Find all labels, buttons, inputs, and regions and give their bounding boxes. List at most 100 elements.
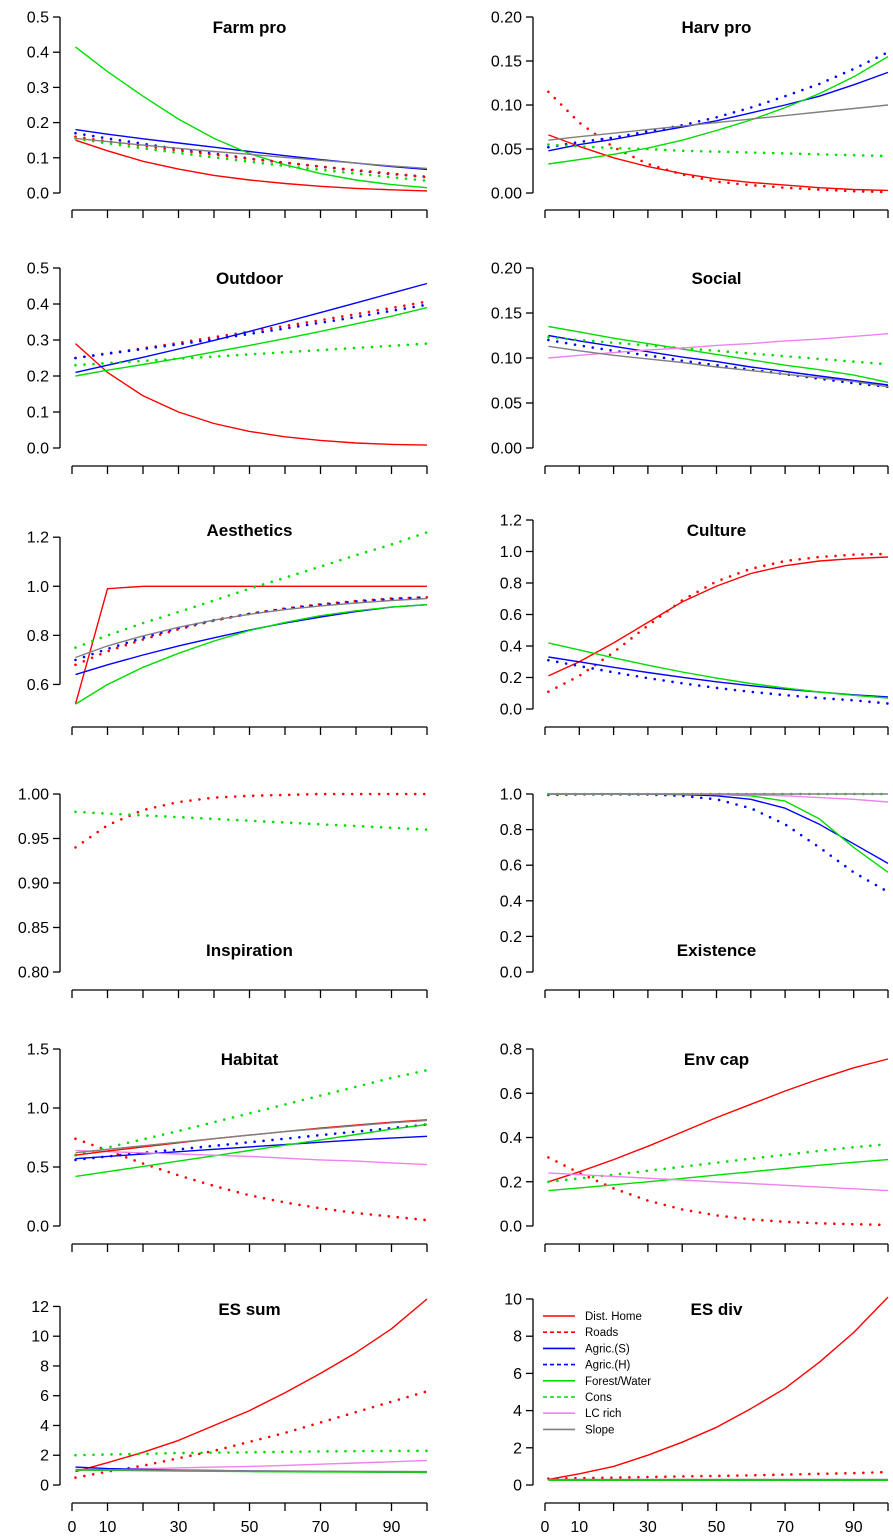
series-agric-h-line <box>547 338 890 389</box>
series-roads-line <box>74 300 429 360</box>
x-tick-label: 90 <box>383 1519 401 1536</box>
y-tick-label: 8 <box>40 1358 49 1375</box>
y-tick-label: 1.2 <box>500 513 522 530</box>
y-tick-label: 0.0 <box>27 1219 49 1236</box>
legend-label-slope: Slope <box>585 1424 614 1436</box>
panel-social: 0.00 0.05 0.10 0.15 0.20 Social <box>491 261 890 474</box>
series-roads-line <box>547 1156 890 1227</box>
series-cons-line <box>547 143 890 158</box>
y-tick-label: 0.6 <box>500 858 522 875</box>
series-dist-home-line <box>548 134 889 192</box>
panel-title: Harv pro <box>682 18 752 37</box>
legend-label-forest-water: Forest/Water <box>585 1376 651 1388</box>
panel-es-sum: 0 2 4 6 8 10 12 0 10 30 50 70 90 ES sum <box>31 1298 429 1536</box>
legend-label-roads: Roads <box>585 1327 618 1339</box>
series-agric-h-line <box>547 50 890 149</box>
series-forest-water-line <box>75 1123 428 1178</box>
y-tick-label: 0 <box>40 1478 49 1495</box>
panel-inspiration: 0.80 0.85 0.90 0.95 1.00 Inspiration <box>18 787 429 998</box>
series-slope-line <box>75 1119 428 1154</box>
series-dist-home-line <box>548 556 889 677</box>
y-tick-label: 0.2 <box>500 929 522 946</box>
x-tick-label: 30 <box>170 1519 188 1536</box>
series-forest-water-line <box>548 642 889 699</box>
series-dist-home-line <box>548 1058 889 1183</box>
panel-title: Farm pro <box>213 18 287 37</box>
y-tick-label: 1.00 <box>18 787 49 804</box>
y-tick-label: 0.0 <box>27 441 49 458</box>
y-tick-label: 0.6 <box>500 1086 522 1103</box>
series-slope-line <box>75 597 428 659</box>
y-tick-label: 12 <box>31 1299 49 1316</box>
series-agric-s-line <box>548 656 889 698</box>
panel-title: Existence <box>677 941 756 960</box>
series-agric-s-line <box>75 282 428 374</box>
y-tick-label: 0.00 <box>491 441 522 458</box>
series-roads-line <box>74 595 429 667</box>
panel-title: ES sum <box>218 1300 280 1319</box>
series-forest-water-line <box>548 55 889 165</box>
series-slope-line <box>548 104 889 141</box>
y-tick-label: 4 <box>40 1418 49 1435</box>
y-tick-label: 0.0 <box>500 702 522 719</box>
y-tick-label: 1.0 <box>27 1101 49 1118</box>
y-tick-label: 0.10 <box>491 351 522 368</box>
y-tick-label: 0.4 <box>500 893 522 910</box>
x-tick-label: 30 <box>639 1519 657 1536</box>
y-tick-label: 0.3 <box>27 333 49 350</box>
y-tick-label: 10 <box>504 1292 522 1309</box>
series-dist-home-line <box>548 1296 889 1481</box>
legend-label-cons: Cons <box>585 1392 612 1404</box>
panel-title: Social <box>691 269 741 288</box>
y-tick-label: 0.4 <box>500 1130 522 1147</box>
y-tick-label: 0.6 <box>27 677 49 694</box>
panel-culture: 0.0 0.2 0.4 0.6 0.8 1.0 1.2 Culture <box>500 513 890 735</box>
y-tick-label: 4 <box>513 1403 522 1420</box>
series-slope-line <box>548 345 889 388</box>
y-tick-label: 0.4 <box>27 297 49 314</box>
y-tick-label: 1.0 <box>500 544 522 561</box>
y-tick-label: 0.2 <box>500 670 522 687</box>
series-roads-line <box>74 1390 429 1479</box>
series-forest-water-line <box>548 325 889 383</box>
y-tick-label: 2 <box>513 1440 522 1457</box>
legend: Dist. Home Roads Agric.(S) Agric.(H) Forest/… <box>543 1311 651 1436</box>
x-tick-label: 50 <box>241 1519 259 1536</box>
y-tick-label: 0.1 <box>27 150 49 167</box>
x-tick-label: 50 <box>708 1519 726 1536</box>
y-tick-label: 0.6 <box>500 607 522 624</box>
series-lc-rich-line <box>75 1149 428 1166</box>
y-tick-label: 8 <box>513 1329 522 1346</box>
y-tick-label: 0.90 <box>18 876 49 893</box>
y-tick-label: 0.0 <box>500 1219 522 1236</box>
y-tick-label: 0.15 <box>491 306 522 323</box>
y-tick-label: 6 <box>40 1388 49 1405</box>
y-tick-label: 10 <box>31 1329 49 1346</box>
panel-habitat: 0.0 0.5 1.0 1.5 Habitat <box>27 1042 429 1252</box>
series-agric-h-line <box>74 595 429 662</box>
panel-title: Outdoor <box>216 269 283 288</box>
series-dist-home-line <box>75 139 428 192</box>
y-tick-label: 6 <box>513 1366 522 1383</box>
y-tick-label: 0.10 <box>491 98 522 115</box>
series-slope-line <box>75 137 428 170</box>
panel-title: Habitat <box>221 1050 279 1069</box>
x-tick-label: 70 <box>776 1519 794 1536</box>
y-tick-label: 0.5 <box>27 10 49 27</box>
y-tick-label: 0.00 <box>491 186 522 203</box>
series-agric-h-line <box>547 658 890 705</box>
series-forest-water-line <box>75 306 428 377</box>
y-tick-label: 0.05 <box>491 142 522 159</box>
y-tick-label: 1.5 <box>27 1042 49 1059</box>
series-cons-line <box>74 1068 429 1157</box>
series-forest-water-line <box>75 604 428 705</box>
y-tick-label: 0.0 <box>27 186 49 203</box>
series-cons-line <box>547 335 890 366</box>
y-tick-label: 0.1 <box>27 405 49 422</box>
series-agric-h-line <box>547 793 890 894</box>
series-lc-rich-line <box>548 1172 889 1192</box>
series-dist-home-line <box>74 585 427 705</box>
y-tick-label: 0.0 <box>500 965 522 982</box>
series-roads-line <box>547 552 890 694</box>
